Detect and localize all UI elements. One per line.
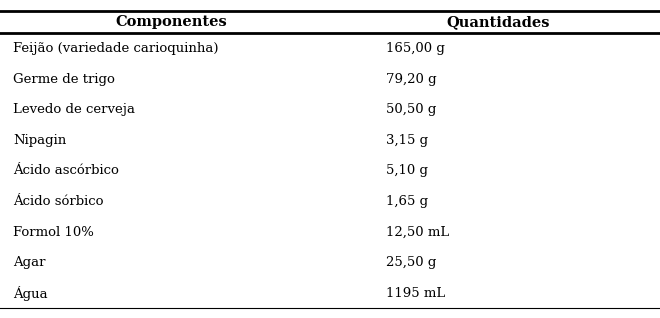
Text: Levedo de cerveja: Levedo de cerveja <box>13 103 135 116</box>
Text: Componentes: Componentes <box>115 15 228 29</box>
Text: 25,50 g: 25,50 g <box>386 256 436 269</box>
Text: 1,65 g: 1,65 g <box>386 195 428 208</box>
Text: 5,10 g: 5,10 g <box>386 164 428 177</box>
Text: Feijão (variedade carioquinha): Feijão (variedade carioquinha) <box>13 42 218 55</box>
Text: Água: Água <box>13 286 48 301</box>
Text: Germe de trigo: Germe de trigo <box>13 73 115 86</box>
Text: Nipagin: Nipagin <box>13 134 67 147</box>
Text: 3,15 g: 3,15 g <box>386 134 428 147</box>
Text: Quantidades: Quantidades <box>447 15 550 29</box>
Text: 50,50 g: 50,50 g <box>386 103 436 116</box>
Text: 1195 mL: 1195 mL <box>386 287 446 300</box>
Text: 165,00 g: 165,00 g <box>386 42 445 55</box>
Text: Formol 10%: Formol 10% <box>13 225 94 238</box>
Text: 12,50 mL: 12,50 mL <box>386 225 449 238</box>
Text: Ácido sórbico: Ácido sórbico <box>13 195 104 208</box>
Text: 79,20 g: 79,20 g <box>386 73 437 86</box>
Text: Agar: Agar <box>13 256 46 269</box>
Text: Ácido ascórbico: Ácido ascórbico <box>13 164 119 177</box>
